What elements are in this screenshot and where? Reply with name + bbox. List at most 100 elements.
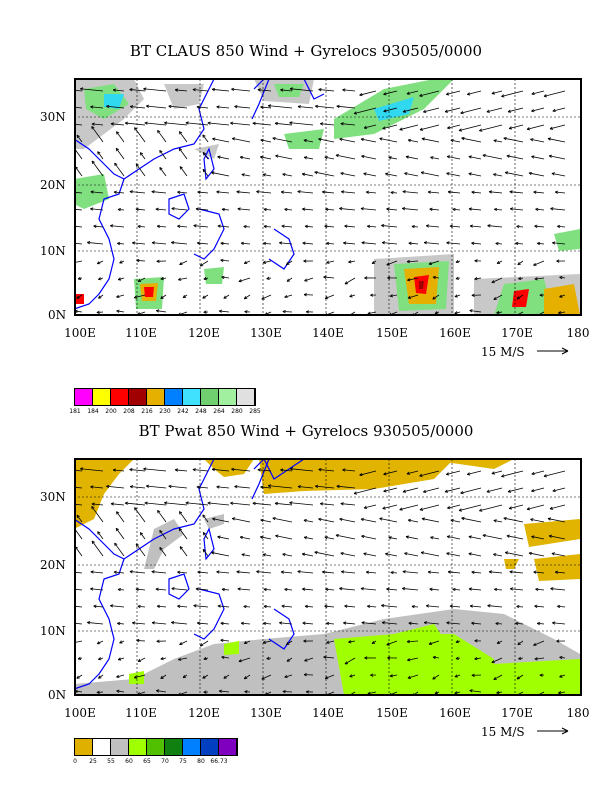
wind-vector-head	[491, 91, 495, 95]
wind-vector-head	[93, 604, 97, 608]
panel1-map	[74, 79, 580, 315]
wind-vector	[139, 532, 146, 540]
wind-vector	[139, 152, 146, 160]
colorbar-tick-label: 25	[89, 758, 97, 765]
wind-vector-head	[516, 224, 520, 229]
wind-vector-head	[515, 621, 519, 626]
wind-vector	[407, 260, 419, 263]
wind-vector-head	[114, 542, 118, 547]
wind-vector-head	[202, 168, 206, 173]
wind-vector-head	[171, 621, 175, 625]
wind-vector	[275, 535, 293, 540]
wind-vector	[324, 225, 335, 228]
wind-vector	[129, 89, 146, 92]
colorbar-tick-label: 66.73	[210, 758, 228, 765]
wind-vector-head	[129, 468, 133, 472]
wind-vector	[80, 88, 104, 92]
wind-vector-head	[303, 536, 308, 540]
colorbar-swatch	[75, 389, 93, 405]
wind-vector	[106, 485, 125, 489]
wind-vector	[159, 547, 167, 557]
wind-vector-head	[531, 488, 535, 493]
wind-vector-head	[260, 138, 264, 143]
wind-vector-head	[557, 224, 561, 229]
wind-vector-head	[151, 190, 155, 194]
wind-vector	[407, 640, 419, 643]
wind-vector	[74, 469, 83, 472]
panel2-moisture-fields	[74, 459, 580, 695]
wind-vector-head	[447, 570, 451, 574]
wind-vector	[335, 154, 356, 160]
wind-vector	[110, 123, 125, 126]
wind-vector-head	[454, 311, 458, 315]
wind-vector	[74, 89, 83, 92]
wind-vector-head	[552, 621, 556, 625]
wind-vector	[177, 225, 188, 228]
wind-vector	[324, 605, 335, 608]
wind-vector	[360, 138, 377, 143]
wind-vector	[509, 124, 524, 129]
wind-vector	[164, 122, 188, 126]
wind-vector	[243, 225, 251, 228]
wind-vector	[558, 311, 566, 314]
wind-vector-head	[419, 473, 423, 477]
wind-vector-head	[359, 472, 363, 477]
wind-vector-head	[135, 163, 139, 167]
wind-vector	[493, 553, 503, 557]
wind-vector-head	[284, 294, 288, 299]
wind-vector	[314, 551, 335, 557]
wind-vector	[304, 605, 314, 608]
wind-vector	[367, 605, 377, 608]
wind-vector-head	[156, 259, 160, 263]
wind-vector	[408, 242, 419, 245]
wind-vector	[407, 657, 419, 661]
wind-vector-head	[76, 295, 80, 299]
wind-vector	[559, 674, 566, 678]
wind-vector-head	[455, 259, 459, 264]
wind-vector	[447, 155, 461, 160]
wind-vector-head	[202, 134, 206, 138]
wind-vector-head	[531, 471, 535, 476]
wind-vector	[202, 152, 209, 160]
wind-vector-head	[207, 121, 211, 125]
wind-vector	[407, 277, 419, 281]
wind-vector-head	[203, 690, 207, 694]
colorbar-tick-label: 248	[195, 408, 207, 415]
wind-vector-head	[116, 674, 120, 679]
wind-vector	[135, 588, 146, 591]
wind-vector	[160, 294, 167, 299]
wind-vector-head	[324, 604, 328, 608]
wind-vector	[168, 105, 188, 109]
wind-vector	[367, 691, 377, 695]
wind-vector	[534, 225, 545, 228]
wind-vector	[261, 674, 272, 680]
wind-vector	[557, 605, 566, 608]
wind-vector	[289, 122, 314, 126]
wind-vector	[326, 242, 335, 245]
wind-vector	[326, 260, 335, 264]
wind-vector-head	[160, 675, 164, 680]
panel2-colorbar-labels: 0 25 55 60 65 70 75 80 66.73	[66, 758, 228, 765]
wind-vector	[427, 571, 440, 574]
wind-vector-head	[303, 293, 307, 297]
wind-vector	[217, 225, 230, 228]
wind-vector-head	[507, 489, 512, 493]
wind-vector-head	[211, 171, 215, 175]
wind-vector-head	[507, 109, 512, 113]
colorbar-tick-label: 65	[143, 758, 151, 765]
wind-vector-head	[305, 690, 309, 694]
wind-vector	[238, 277, 251, 282]
wind-vector	[159, 530, 167, 540]
wind-vector	[469, 310, 482, 313]
wind-vector	[429, 208, 440, 211]
wind-vector	[344, 225, 356, 228]
wind-vector	[528, 552, 545, 557]
wind-vector	[284, 294, 293, 298]
wind-vector	[168, 485, 188, 489]
wind-vector-head	[289, 467, 293, 471]
wind-vector-head	[559, 655, 563, 660]
wind-vector	[340, 503, 356, 506]
wind-vector	[318, 89, 335, 92]
wind-vector	[134, 294, 146, 299]
wind-vector	[551, 172, 566, 177]
